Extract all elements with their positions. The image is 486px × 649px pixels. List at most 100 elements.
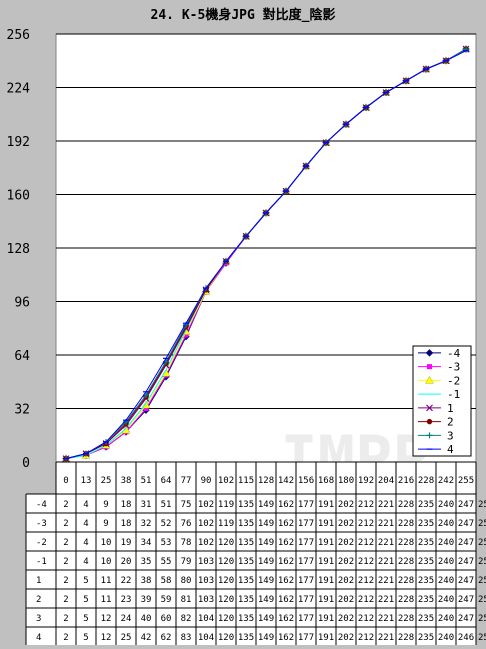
table-cell: 240 [438, 557, 454, 567]
table-cell: 24 [121, 614, 132, 624]
table-cell: 135 [238, 538, 254, 548]
table-cell: 35 [141, 557, 152, 567]
x-tick-label: 128 [258, 476, 274, 486]
table-cell: 202 [338, 519, 354, 529]
table-cell: 82 [181, 614, 192, 624]
table-cell: 22 [121, 576, 132, 586]
table-cell: 162 [278, 576, 294, 586]
table-row-label: -2 [36, 538, 47, 548]
x-tick-label: 51 [141, 476, 152, 486]
table-cell: 191 [318, 538, 334, 548]
table-cell: 202 [338, 633, 354, 643]
table-cell: 177 [298, 538, 314, 548]
table-cell: 80 [181, 576, 192, 586]
table-cell: 235 [418, 614, 434, 624]
table-cell: 228 [398, 614, 414, 624]
table-cell: 177 [298, 500, 314, 510]
legend-entry: -2 [418, 374, 460, 387]
table-cell: 2 [63, 614, 68, 624]
table-cell: 5 [83, 614, 88, 624]
table-cell: 235 [418, 538, 434, 548]
table-cell: 10 [101, 538, 112, 548]
table-cell: 40 [141, 614, 152, 624]
table-cell: 103 [198, 557, 214, 567]
x-tick-label: 204 [378, 476, 394, 486]
data-point [426, 418, 433, 425]
x-tick-label: 77 [181, 476, 192, 486]
table-cell: 135 [238, 500, 254, 510]
table-cell: 104 [198, 614, 214, 624]
table-cell: 177 [298, 519, 314, 529]
table-cell: 149 [258, 633, 274, 643]
table-cell: 212 [358, 500, 374, 510]
table-cell: 149 [258, 576, 274, 586]
x-tick-label: 0 [63, 476, 68, 486]
legend-label: 1 [447, 402, 454, 415]
table-cell: 19 [121, 538, 132, 548]
table-cell: 240 [438, 576, 454, 586]
table-cell: 149 [258, 614, 274, 624]
table-cell: 247 [458, 576, 474, 586]
table-cell: 235 [418, 519, 434, 529]
table-cell: 120 [218, 557, 234, 567]
legend-entry: 3 [418, 429, 454, 442]
table-cell: 120 [218, 538, 234, 548]
table-cell: 102 [198, 500, 214, 510]
table-cell: 52 [161, 519, 172, 529]
table-cell: 247 [458, 557, 474, 567]
table-cell: 235 [418, 595, 434, 605]
table-cell: 2 [63, 633, 68, 643]
table-row-label: -3 [36, 519, 47, 529]
data-table: 0 13 25 38 51 64 77 90 102 115 128 142 156 168 180 192 2… [25, 461, 486, 647]
table-cell: 240 [438, 519, 454, 529]
table-cell: 191 [318, 500, 334, 510]
grid-lines [56, 33, 476, 409]
table-cell: 162 [278, 557, 294, 567]
table-cell-clipped: 251 [478, 500, 486, 510]
legend-entry: -1 [418, 388, 460, 401]
table-cell: 149 [258, 595, 274, 605]
y-tick-label: 128 [7, 242, 30, 257]
table-cell: 149 [258, 557, 274, 567]
table-row-label: 1 [36, 576, 41, 586]
table-cell: 202 [338, 614, 354, 624]
table-cell: 62 [161, 633, 172, 643]
table-cell: 135 [238, 576, 254, 586]
table-cell: 104 [198, 633, 214, 643]
table-cell: 39 [141, 595, 152, 605]
table-cell: 5 [83, 576, 88, 586]
table-cell: 202 [338, 538, 354, 548]
table-cell: 149 [258, 538, 274, 548]
table-cell: 247 [458, 519, 474, 529]
table-cell: 2 [63, 557, 68, 567]
table-cell: 135 [238, 614, 254, 624]
table-cell: 135 [238, 557, 254, 567]
legend-entry: 1 [418, 402, 454, 415]
table-cell: 2 [63, 500, 68, 510]
table-cell: 9 [103, 500, 108, 510]
legend-label: 2 [447, 416, 454, 429]
legend-label: -3 [447, 361, 460, 374]
table-cell: 177 [298, 576, 314, 586]
table-cell: 135 [238, 519, 254, 529]
x-tick-label: 168 [318, 476, 334, 486]
legend-entry: 2 [418, 416, 454, 429]
x-tick-label: 228 [418, 476, 434, 486]
x-tick-label: 255 [458, 476, 474, 486]
table-cell: 235 [418, 500, 434, 510]
table-cell-clipped: 252 [478, 595, 486, 605]
table-cell: 202 [338, 576, 354, 586]
legend-label: -2 [447, 374, 460, 387]
table-cell: 212 [358, 614, 374, 624]
table-cell: 235 [418, 576, 434, 586]
table-cell-clipped: 251 [478, 538, 486, 548]
x-tick-label: 242 [438, 476, 454, 486]
table-cell: 42 [141, 633, 152, 643]
legend-entry: -3 [418, 361, 460, 374]
table-cell: 120 [218, 633, 234, 643]
table-row-label: -1 [36, 557, 47, 567]
table-cell: 78 [181, 538, 192, 548]
legend-label: 3 [447, 429, 454, 442]
